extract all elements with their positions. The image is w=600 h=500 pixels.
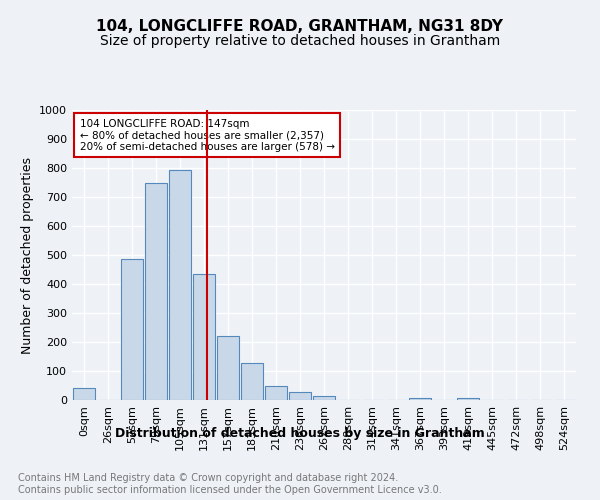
Bar <box>121 260 143 400</box>
Bar <box>313 396 335 400</box>
Bar <box>145 183 167 400</box>
Text: Contains HM Land Registry data © Crown copyright and database right 2024.
Contai: Contains HM Land Registry data © Crown c… <box>18 474 442 495</box>
Bar <box>265 386 287 400</box>
Bar <box>169 170 191 400</box>
Bar <box>457 398 479 400</box>
Text: Distribution of detached houses by size in Grantham: Distribution of detached houses by size … <box>115 428 485 440</box>
Bar <box>241 363 263 400</box>
Text: 104, LONGCLIFFE ROAD, GRANTHAM, NG31 8DY: 104, LONGCLIFFE ROAD, GRANTHAM, NG31 8DY <box>97 19 503 34</box>
Bar <box>217 336 239 400</box>
Y-axis label: Number of detached properties: Number of detached properties <box>20 156 34 354</box>
Bar <box>409 398 431 400</box>
Text: Size of property relative to detached houses in Grantham: Size of property relative to detached ho… <box>100 34 500 48</box>
Bar <box>73 388 95 400</box>
Bar <box>193 274 215 400</box>
Bar <box>289 392 311 400</box>
Text: 104 LONGCLIFFE ROAD: 147sqm
← 80% of detached houses are smaller (2,357)
20% of : 104 LONGCLIFFE ROAD: 147sqm ← 80% of det… <box>80 118 335 152</box>
